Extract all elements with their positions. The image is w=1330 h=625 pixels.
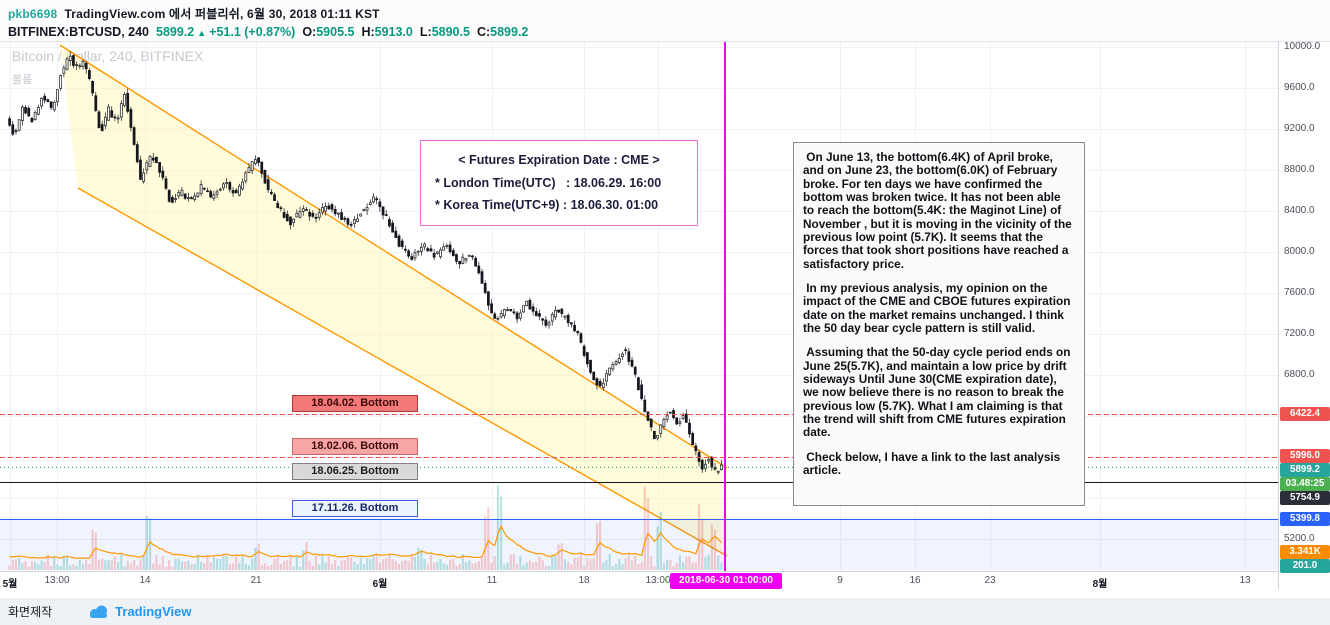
- time-axis-label: 5월: [2, 579, 18, 590]
- price-axis-label: 8400.0: [1284, 205, 1315, 216]
- cme-london-time: * London Time(UTC) : 18.06.29. 16:00: [435, 176, 662, 190]
- symbol-name[interactable]: BITFINEX:BTCUSD, 240: [8, 25, 149, 39]
- analysis-note[interactable]: On June 13, the bottom(6.4K) of April br…: [793, 142, 1085, 506]
- volume-value-badge: 3.341K: [1280, 545, 1330, 559]
- time-axis[interactable]: 2018-06-30 01:00:00 5월 13:00 14 21 6월 11 18 13:…: [0, 571, 1278, 590]
- publish-info: TradingView.com 에서 퍼블리쉬, 6월 30, 2018 01:…: [64, 7, 380, 21]
- tradingview-link[interactable]: TradingView: [88, 604, 192, 619]
- level-badge-17-11-26: 5399.8: [1280, 512, 1330, 526]
- current-time-badge: 2018-06-30 01:00:00: [670, 573, 782, 589]
- price-axis-label: 8000.0: [1284, 246, 1315, 257]
- ohlc-label: C:: [476, 25, 491, 39]
- ohlc-value: 5905.5: [316, 25, 355, 39]
- ohlc-label: H:: [361, 25, 375, 39]
- time-axis-label: 13:00: [645, 575, 671, 586]
- price-axis-label: 5200.0: [1284, 533, 1315, 544]
- level-label[interactable]: 18.04.02. Bottom: [292, 395, 418, 412]
- publish-line: pkb6698 TradingView.com 에서 퍼블리쉬, 6월 30, 2…: [8, 5, 1330, 22]
- level-label[interactable]: 18.06.25. Bottom: [292, 463, 418, 480]
- price-axis-label: 10000.0: [1284, 41, 1321, 52]
- level-label[interactable]: 17.11.26. Bottom: [292, 500, 418, 517]
- tradingview-logo-icon: [90, 605, 108, 618]
- time-axis-label: 21: [250, 575, 262, 586]
- analysis-paragraph: In my previous analysis, my opinion on t…: [803, 280, 1074, 335]
- level-label[interactable]: 18.02.06. Bottom: [292, 438, 418, 455]
- ohlc-value: 5913.0: [374, 25, 413, 39]
- current-time-line: [724, 42, 726, 589]
- price-change: +51.1 (+0.87%): [209, 25, 296, 39]
- price-axis-label: 8800.0: [1284, 164, 1315, 175]
- level-badge-18-06-25: 5754.9: [1280, 491, 1330, 505]
- price-axis-label: 7600.0: [1284, 287, 1315, 298]
- last-price: 5899.2: [156, 25, 195, 39]
- ohlc-value: 5890.5: [431, 25, 470, 39]
- level-badge-18-04-02: 6422.4: [1280, 407, 1330, 421]
- analysis-paragraph: On June 13, the bottom(6.4K) of April br…: [803, 150, 1076, 271]
- price-axis-label: 9600.0: [1284, 82, 1315, 93]
- watermark-volume: 볼륨: [12, 74, 33, 86]
- time-axis-label: 23: [984, 575, 996, 586]
- ohlc-value: 5899.2: [490, 25, 529, 39]
- time-axis-label: 8월: [1092, 579, 1108, 590]
- time-axis-label: 13:00: [44, 575, 70, 586]
- trend-channel: [59, 44, 728, 557]
- cme-korea-time: * Korea Time(UTC+9) : 18.06.30. 01:00: [435, 198, 659, 212]
- volume-layer: [8, 485, 723, 570]
- watermark-symbol: Bitcoin / Dollar, 240, BITFINEX: [12, 48, 204, 64]
- price-axis-label: 7200.0: [1284, 328, 1315, 339]
- price-axis[interactable]: 10000.0 9600.0 9200.0 8800.0 8400.0 8000.0 760…: [1278, 41, 1330, 589]
- time-axis-label: 18: [578, 575, 590, 586]
- price-axis-label: 9200.0: [1284, 123, 1315, 134]
- page-footer: 화면제작 TradingView: [0, 598, 1330, 625]
- bar-countdown-badge: 03.48:25: [1280, 477, 1330, 491]
- ohlc-values: O:5905.5 H:5913.0 L:5890.5 C:5899.2: [295, 25, 528, 39]
- current-price-badge: 5899.2: [1280, 463, 1330, 477]
- level-badge-18-02-06: 5996.0: [1280, 449, 1330, 463]
- time-axis-label: 6월: [372, 579, 388, 590]
- chart-watermark: Bitcoin / Dollar, 240, BITFINEX 볼륨: [12, 48, 203, 87]
- ohlc-label: O:: [302, 25, 317, 39]
- ohlc-label: L:: [419, 25, 432, 39]
- up-arrow-icon: ▲: [197, 28, 207, 38]
- time-axis-label: 13: [1239, 575, 1251, 586]
- time-axis-label: 9: [837, 575, 843, 586]
- author-username[interactable]: pkb6698: [8, 7, 58, 21]
- symbol-status-line: BITFINEX:BTCUSD, 240 5899.2 ▲ +51.1 (+0.87%…: [8, 25, 1330, 39]
- footer-caption: 화면제작: [8, 605, 53, 619]
- tradingview-wordmark: TradingView: [115, 604, 192, 619]
- time-axis-label: 11: [486, 575, 498, 586]
- analysis-paragraph: Check below, I have a link to the last a…: [803, 449, 1064, 477]
- cme-note-title: < Futures Expiration Date : CME >: [458, 153, 660, 167]
- analysis-paragraph: Assuming that the 50-day cycle period en…: [803, 345, 1074, 440]
- publish-header: pkb6698 TradingView.com 에서 퍼블리쉬, 6월 30, 2…: [0, 0, 1330, 42]
- indicator-value-badge: 201.0: [1280, 559, 1330, 573]
- candlestick-chart[interactable]: [0, 0, 1278, 571]
- candles-layer: [8, 51, 723, 475]
- time-axis-label: 16: [909, 575, 921, 586]
- price-axis-label: 6800.0: [1284, 369, 1315, 380]
- time-axis-label: 14: [139, 575, 151, 586]
- cme-expiration-note[interactable]: < Futures Expiration Date : CME > * Lond…: [420, 140, 698, 226]
- support-zone: [0, 519, 1278, 570]
